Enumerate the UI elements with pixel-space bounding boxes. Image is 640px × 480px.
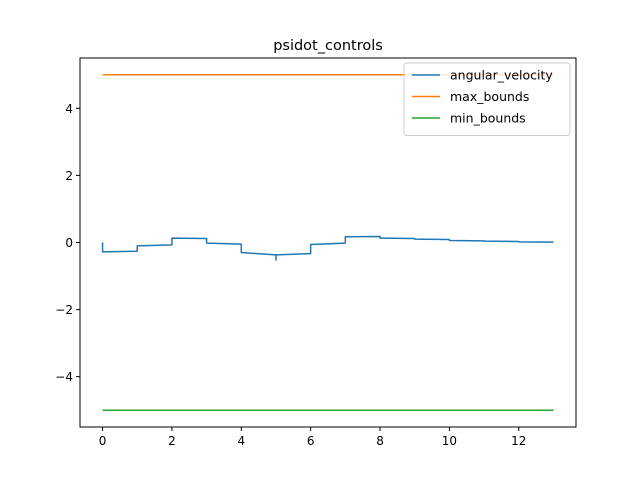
x-tick-label: 8 — [376, 434, 384, 448]
x-tick-label: 12 — [511, 434, 526, 448]
y-tick-label: −4 — [55, 370, 73, 384]
y-tick-label: −2 — [55, 303, 73, 317]
x-axis: 0 2 4 6 8 10 12 — [99, 427, 526, 448]
x-tick-label: 6 — [307, 434, 315, 448]
y-tick-label: 4 — [65, 102, 73, 116]
series-line-angular-velocity — [101, 235, 554, 261]
x-tick-label: 10 — [442, 434, 457, 448]
y-axis: −4 −2 0 2 4 — [55, 102, 80, 384]
legend-label: angular_velocity — [450, 68, 553, 83]
x-tick-label: 0 — [99, 434, 107, 448]
x-tick-label: 2 — [168, 434, 176, 448]
chart-title: psidot_controls — [273, 38, 383, 54]
legend-label: min_bounds — [450, 111, 526, 126]
y-tick-label: 0 — [65, 236, 73, 250]
legend-label: max_bounds — [450, 89, 529, 104]
y-tick-label: 2 — [65, 169, 73, 183]
legend: angular_velocity max_bounds min_bounds — [403, 62, 571, 136]
legend-box — [403, 62, 571, 136]
x-tick-label: 4 — [237, 434, 245, 448]
